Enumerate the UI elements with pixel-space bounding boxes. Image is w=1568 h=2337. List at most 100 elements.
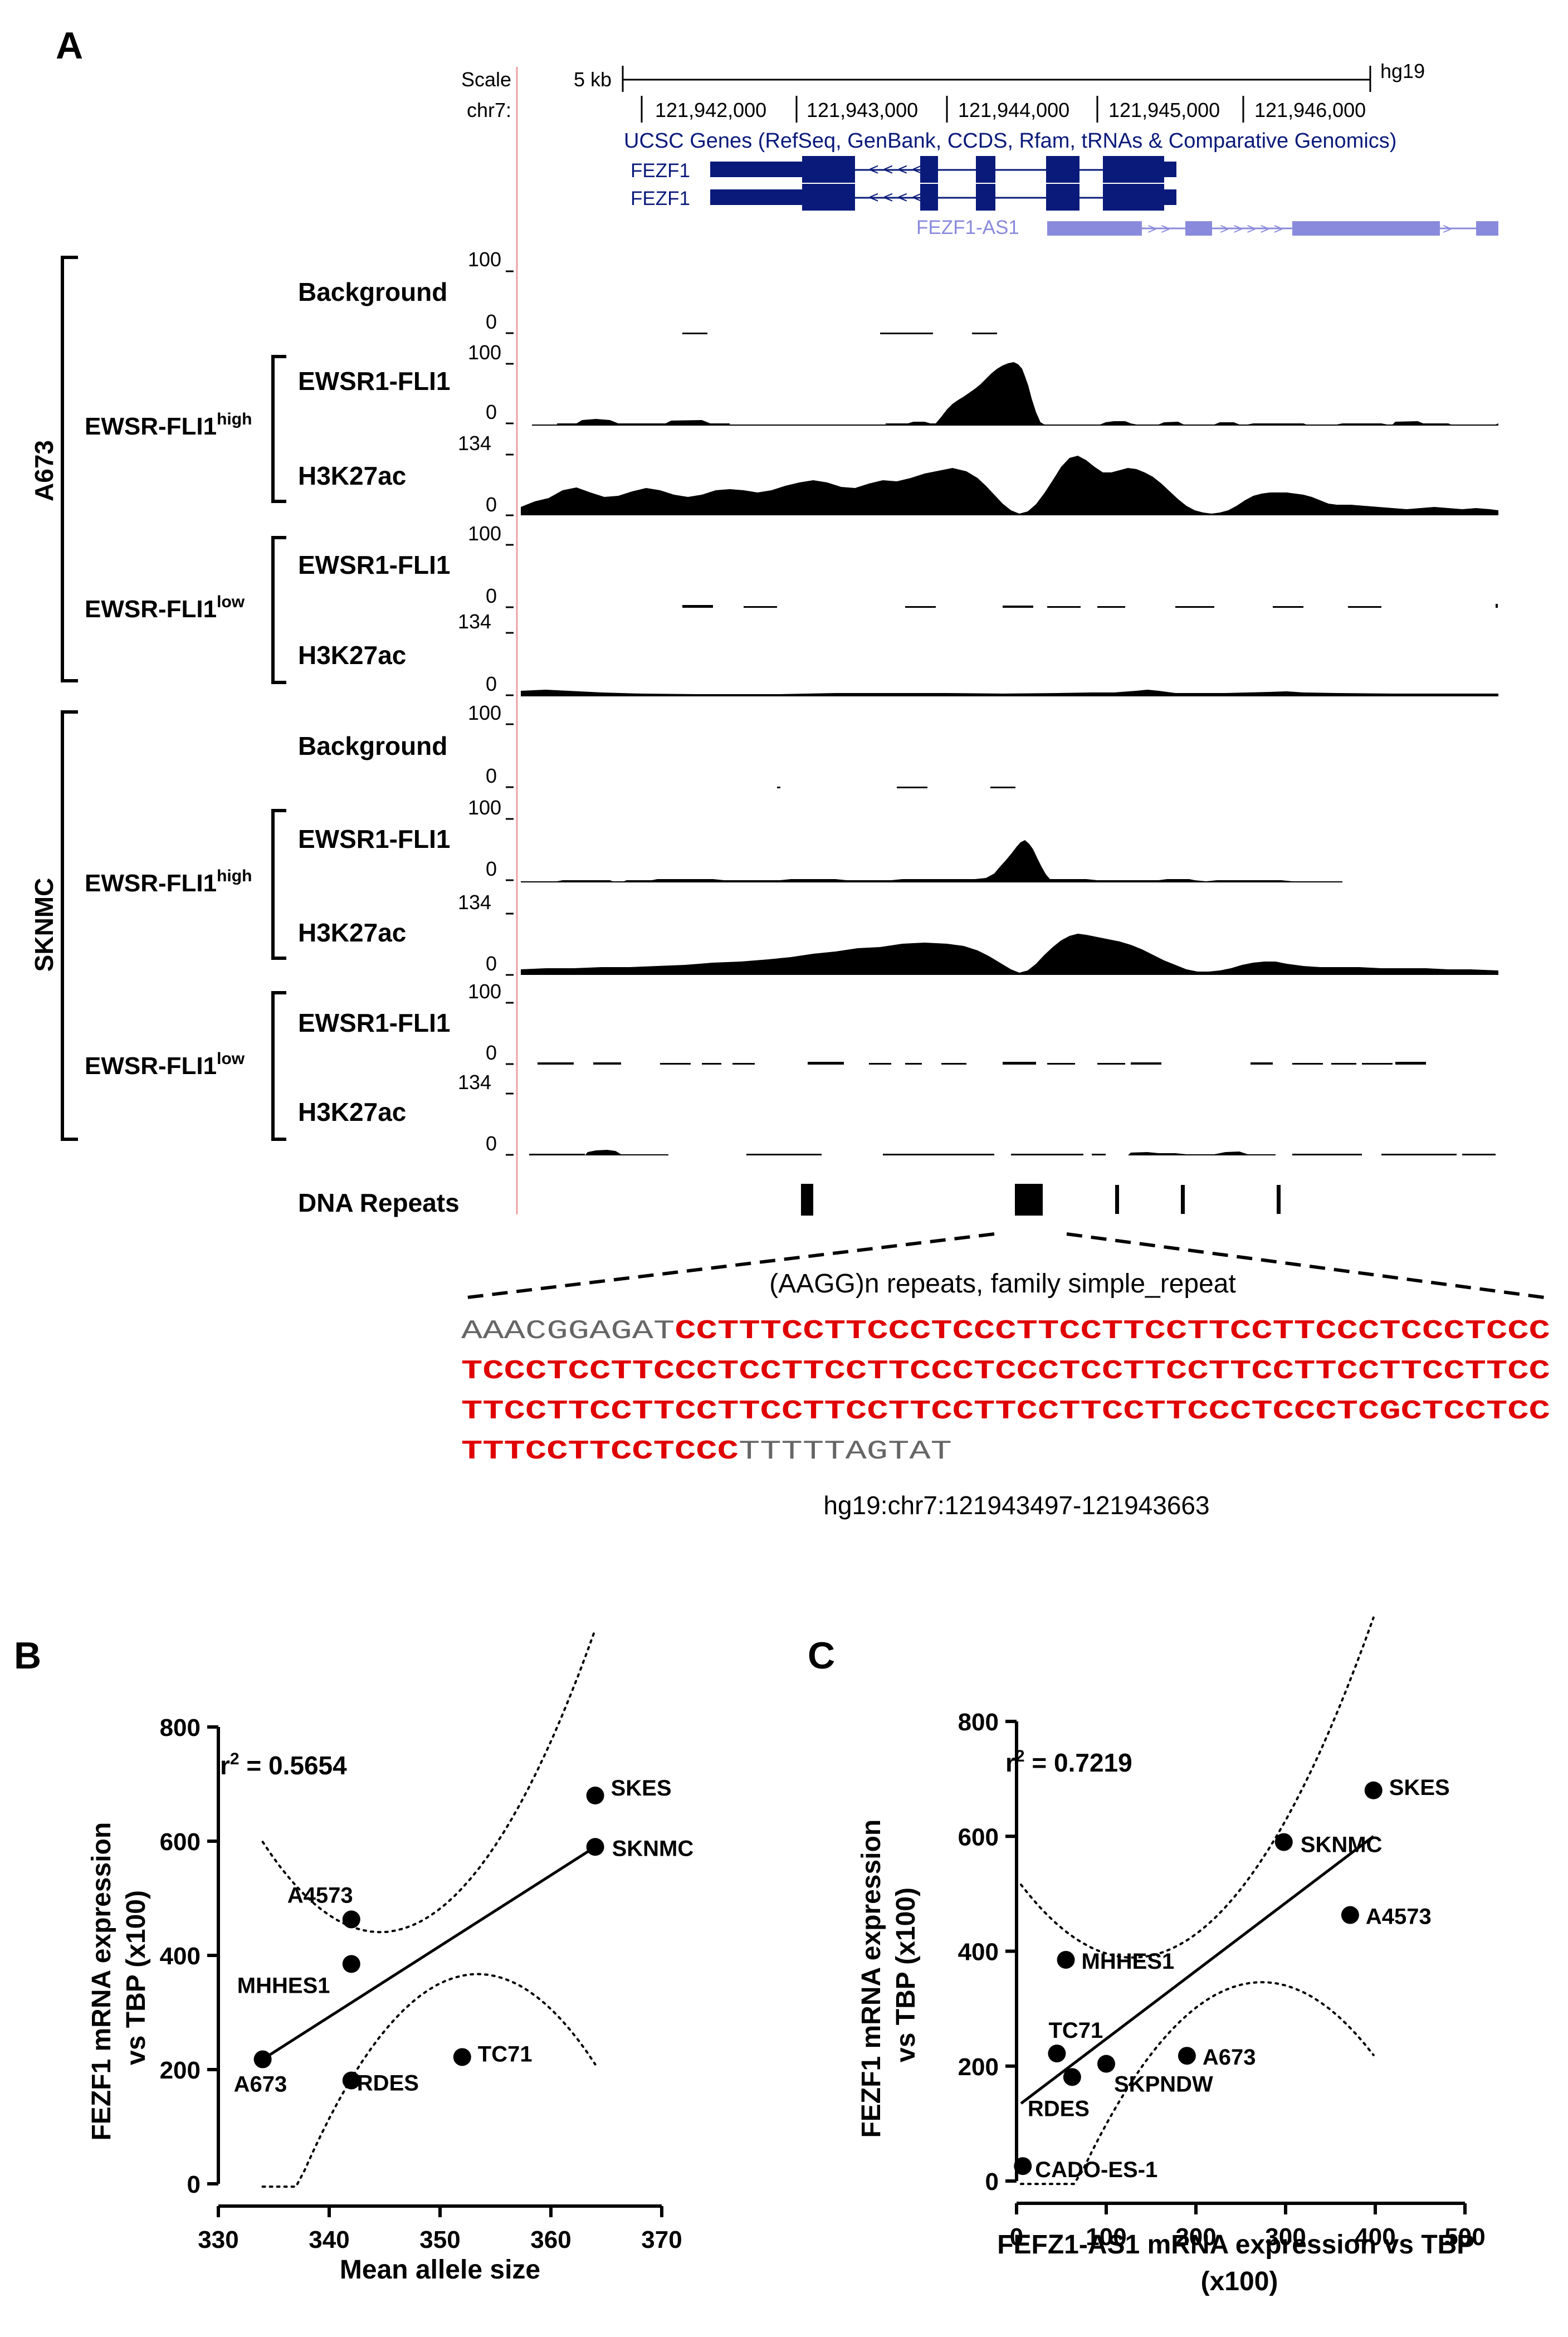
confidence-band-upper — [1020, 1616, 1375, 1959]
chrom-label: chr7: — [467, 99, 511, 121]
data-point — [1341, 1906, 1359, 1924]
x-tick-label: 300 — [1265, 2223, 1306, 2251]
scale-max: 100 — [468, 522, 501, 545]
assembly-label: hg19 — [1380, 60, 1425, 82]
x-tick-label: 0 — [1010, 2223, 1023, 2251]
panel-a-label: A — [56, 25, 83, 67]
data-point — [1057, 1950, 1075, 1969]
scale-min: 0 — [486, 1132, 497, 1155]
chart-b: r2 = 0.5654 Mean allele size FEZF1 mRNA … — [87, 1628, 694, 2285]
data-point-label: TC71 — [478, 2042, 533, 2066]
track-name: H3K27ac — [298, 461, 406, 490]
scale-max: 100 — [468, 248, 501, 271]
regression-line — [262, 1846, 596, 2061]
y-axis-label-line: vs TBP (x100) — [891, 1887, 921, 2062]
track-name: H3K27ac — [298, 1097, 406, 1126]
data-point-label: RDES — [1028, 2096, 1090, 2121]
data-point — [342, 2071, 360, 2090]
coord-tick: 121,942,000 — [655, 99, 766, 121]
y-tick-label: 400 — [160, 1943, 201, 1970]
fezf1-transcript-2: < < < < — [710, 184, 1176, 211]
repeat-sequence: AAACGGAGAT CCTTTCCTTCCCTCCCTTCCTTCCTTCCTT… — [461, 1316, 1550, 1467]
condition-a673-low: EWSR-FLI1low — [85, 593, 245, 623]
y-axis-label-line: FEZF1 mRNA expression — [87, 1822, 116, 2141]
y-tick-label: 200 — [160, 2057, 201, 2084]
track-a673-high-ews: EWSR1-FLI1 100 0 — [298, 341, 1498, 426]
coord-tick: 121,944,000 — [958, 99, 1069, 121]
zoom-title: (AAGG)n repeats, family simple_repeat — [769, 1269, 1236, 1299]
r2-label: r2 = 0.5654 — [220, 1750, 347, 1780]
group-brackets — [61, 256, 286, 1141]
cell-line-a673: A673 — [30, 440, 58, 501]
y-tick-label: 400 — [958, 1939, 999, 1966]
data-point — [1097, 2055, 1115, 2073]
fezf1-transcript-1: < < < < — [710, 156, 1176, 183]
data-point-label: CADO-ES-1 — [1035, 2158, 1157, 2182]
x-tick-label: 350 — [419, 2226, 460, 2253]
track-name: EWSR1-FLI1 — [298, 1008, 450, 1037]
data-point-label: SKPNDW — [1114, 2072, 1213, 2097]
data-point-label: TC71 — [1048, 2018, 1103, 2043]
x-tick-label: 200 — [1175, 2223, 1216, 2251]
x-tick-label: 400 — [1355, 2223, 1395, 2251]
y-axis-label: FEZF1 mRNA expression vs TBP (x100) — [87, 1814, 151, 2140]
track-sknmc-high-h3k27ac: H3K27ac 134 0 — [298, 891, 1498, 976]
repeat-block-aagg — [1015, 1184, 1043, 1216]
data-point — [1364, 1781, 1383, 1799]
coord-tick: 121,943,000 — [807, 99, 918, 121]
panel-b-label: B — [14, 1635, 41, 1677]
x-tick-label: 370 — [641, 2226, 682, 2253]
data-point — [586, 1787, 604, 1804]
dna-repeats-track: DNA Repeats — [298, 1184, 1281, 1217]
scale-min: 0 — [486, 584, 497, 607]
track-name: EWSR1-FLI1 — [298, 824, 450, 853]
data-point — [453, 2048, 471, 2066]
track-name: Background — [298, 731, 447, 760]
data-point-label: RDES — [357, 2071, 419, 2095]
data-point — [1178, 2047, 1196, 2065]
y-tick-label: 0 — [187, 2171, 201, 2198]
track-a673-low-h3k27ac: H3K27ac 134 0 — [298, 610, 1498, 696]
data-point-label: SKES — [611, 1776, 672, 1801]
condition-sknmc-low: EWSR-FLI1low — [85, 1050, 245, 1080]
confidence-band-upper — [261, 1628, 597, 1934]
zoom-coordinate: hg19:chr7:121943497-121943663 — [823, 1491, 1209, 1520]
x-tick-label: 360 — [530, 2226, 571, 2253]
scale-min: 0 — [486, 310, 497, 333]
y-tick-label: 600 — [160, 1828, 201, 1856]
sequence-line: AAACGGAGAT CCTTTCCTTCCCTCCCTTCCTTCCTTCCTT… — [461, 1316, 1550, 1346]
scale-min: 0 — [486, 401, 497, 423]
data-point-label: SKNMC — [612, 1836, 694, 1861]
data-point — [586, 1838, 604, 1856]
scale-max: 134 — [458, 432, 491, 455]
data-point-label: A673 — [234, 2072, 287, 2097]
scale-max: 134 — [458, 610, 491, 633]
coordinate-ruler: chr7: 121,942,000 121,943,000 121,944,00… — [467, 96, 1366, 123]
chart-c: r2 = 0.7219 FEFZ1-AS1 mRNA expression vs… — [857, 1616, 1486, 2296]
x-tick-label: 330 — [198, 2226, 238, 2253]
coord-tick: 121,945,000 — [1108, 99, 1220, 121]
repeats-label: DNA Repeats — [298, 1188, 460, 1217]
svg-text:< < < <: < < < < — [869, 160, 922, 179]
data-point — [253, 2050, 272, 2068]
scale-bar: Scale 5 kb hg19 — [461, 60, 1425, 92]
x-axis-label-line: (x100) — [1201, 2267, 1278, 2296]
y-axis-label-line: FEZF1 mRNA expression — [857, 1819, 886, 2138]
x-axis-label: Mean allele size — [340, 2255, 540, 2285]
data-point — [1274, 1833, 1293, 1851]
track-sknmc-background: Background 100 0 — [298, 701, 1015, 788]
data-point-label: A4573 — [1366, 1905, 1432, 1929]
gene-track: UCSC Genes (RefSeq, GenBank, CCDS, Rfam,… — [624, 129, 1498, 238]
data-point-label: SKNMC — [1301, 1833, 1383, 1857]
y-tick-label: 200 — [958, 2053, 999, 2081]
condition-sknmc-high: EWSR-FLI1high — [85, 867, 252, 897]
track-a673-background: Background 100 0 — [298, 248, 997, 334]
track-name: Background — [298, 277, 447, 306]
gene-label: FEZF1 — [631, 188, 690, 209]
svg-text:< < < <: < < < < — [869, 188, 922, 207]
cell-line-sknmc: SKNMC — [30, 878, 58, 972]
y-axis-label: FEZF1 mRNA expression vs TBP (x100) — [857, 1812, 921, 2138]
fezf1-as1-transcript: FEZF1-AS1 > > > > > > > > — [916, 217, 1498, 238]
data-point — [1063, 2068, 1081, 2086]
repeat-block — [1181, 1185, 1185, 1214]
